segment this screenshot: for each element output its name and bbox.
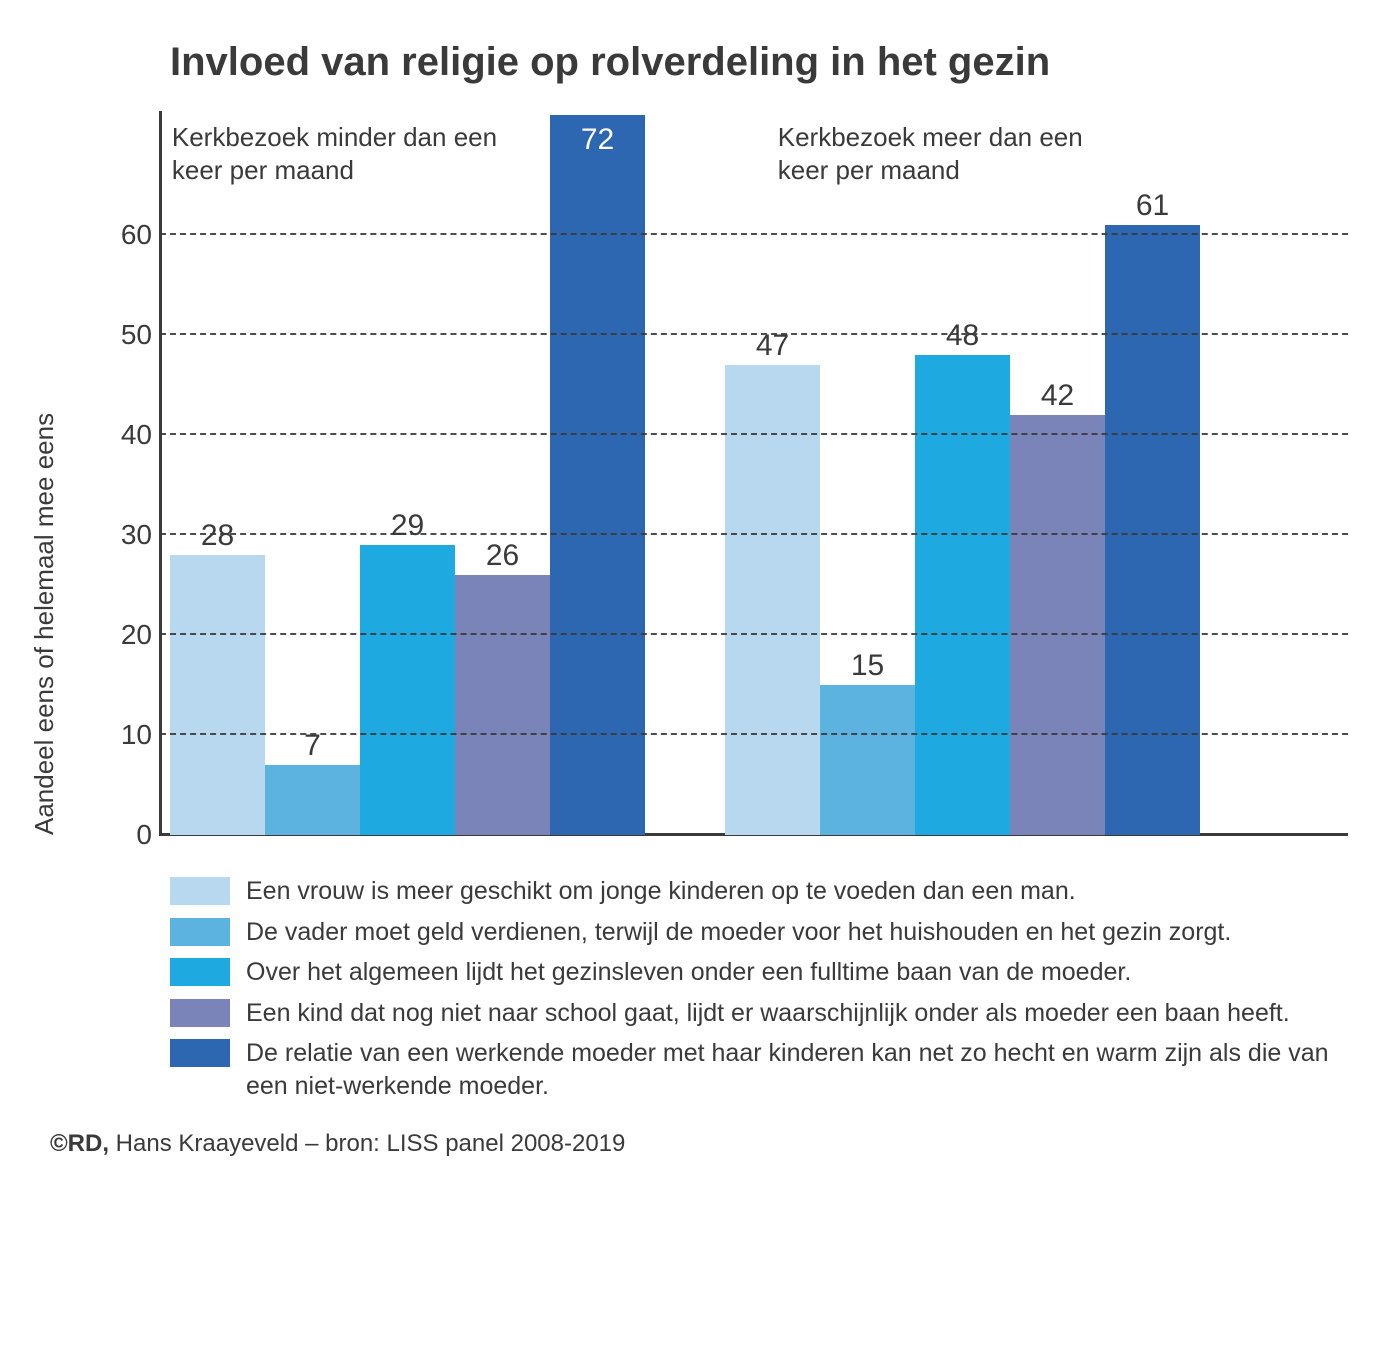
plot-area: 2872926724715484261 Kerkbezoek minder da… xyxy=(160,115,1348,835)
y-axis-label: Aandeel eens of helemaal mee eens xyxy=(29,413,60,835)
y-tick-label: 40 xyxy=(121,419,152,451)
credit-text: Hans Kraayeveld – bron: LISS panel 2008-… xyxy=(109,1130,625,1157)
legend-text: Een vrouw is meer geschikt om jonge kind… xyxy=(246,875,1076,908)
bar: 29 xyxy=(360,545,455,835)
gridline xyxy=(160,633,1348,635)
bar-value-label: 29 xyxy=(391,509,424,543)
chart-container: Invloed van religie op rolverdeling in h… xyxy=(50,40,1348,1332)
y-axis-label-wrap: Aandeel eens of helemaal mee eens xyxy=(50,115,100,835)
legend-swatch xyxy=(170,958,230,986)
legend: Een vrouw is meer geschikt om jonge kind… xyxy=(170,875,1348,1102)
bar: 61 xyxy=(1105,225,1200,835)
legend-swatch xyxy=(170,877,230,905)
y-tick-label: 10 xyxy=(121,719,152,751)
bar: 72 xyxy=(550,115,645,835)
legend-text: Over het algemeen lijdt het gezinsleven … xyxy=(246,956,1131,989)
bar-value-label: 15 xyxy=(851,649,884,683)
bars-layer: 2872926724715484261 xyxy=(160,115,1348,835)
bar-value-label: 72 xyxy=(581,123,614,157)
chart-title: Invloed van religie op rolverdeling in h… xyxy=(170,40,1348,85)
bar-value-label: 28 xyxy=(201,519,234,553)
credit-prefix: ©RD, xyxy=(50,1130,109,1157)
legend-row: Een vrouw is meer geschikt om jonge kind… xyxy=(170,875,1348,908)
gridline xyxy=(160,233,1348,235)
legend-row: Over het algemeen lijdt het gezinsleven … xyxy=(170,956,1348,989)
y-tick-label: 20 xyxy=(121,619,152,651)
legend-swatch xyxy=(170,1039,230,1067)
bar: 28 xyxy=(170,555,265,835)
bar: 15 xyxy=(820,685,915,835)
bar-value-label: 61 xyxy=(1136,189,1169,223)
legend-swatch xyxy=(170,918,230,946)
legend-text: De vader moet geld verdienen, terwijl de… xyxy=(246,916,1231,949)
legend-row: De vader moet geld verdienen, terwijl de… xyxy=(170,916,1348,949)
bar: 48 xyxy=(915,355,1010,835)
legend-row: De relatie van een werkende moeder met h… xyxy=(170,1037,1348,1102)
legend-row: Een kind dat nog niet naar school gaat, … xyxy=(170,997,1348,1030)
bar-value-label: 48 xyxy=(946,319,979,353)
legend-swatch xyxy=(170,999,230,1027)
group-label: Kerkbezoek minder dan een keer per maand xyxy=(172,121,497,186)
y-tick-label: 0 xyxy=(136,819,152,851)
group-label: Kerkbezoek meer dan een keer per maand xyxy=(778,121,1083,186)
y-tick-label: 30 xyxy=(121,519,152,551)
legend-text: Een kind dat nog niet naar school gaat, … xyxy=(246,997,1290,1030)
gridline xyxy=(160,533,1348,535)
bar-value-label: 42 xyxy=(1041,379,1074,413)
bar: 42 xyxy=(1010,415,1105,835)
gridline xyxy=(160,333,1348,335)
bar-value-label: 26 xyxy=(486,539,519,573)
credit-line: ©RD, Hans Kraayeveld – bron: LISS panel … xyxy=(50,1130,1348,1158)
y-axis-ticks: 0102030405060 xyxy=(100,115,160,835)
gridline xyxy=(160,733,1348,735)
y-tick-label: 60 xyxy=(121,219,152,251)
bar: 26 xyxy=(455,575,550,835)
gridline xyxy=(160,433,1348,435)
bar: 7 xyxy=(265,765,360,835)
bar: 47 xyxy=(725,365,820,835)
y-tick-label: 50 xyxy=(121,319,152,351)
legend-text: De relatie van een werkende moeder met h… xyxy=(246,1037,1348,1102)
plot-row: Aandeel eens of helemaal mee eens 010203… xyxy=(50,115,1348,835)
